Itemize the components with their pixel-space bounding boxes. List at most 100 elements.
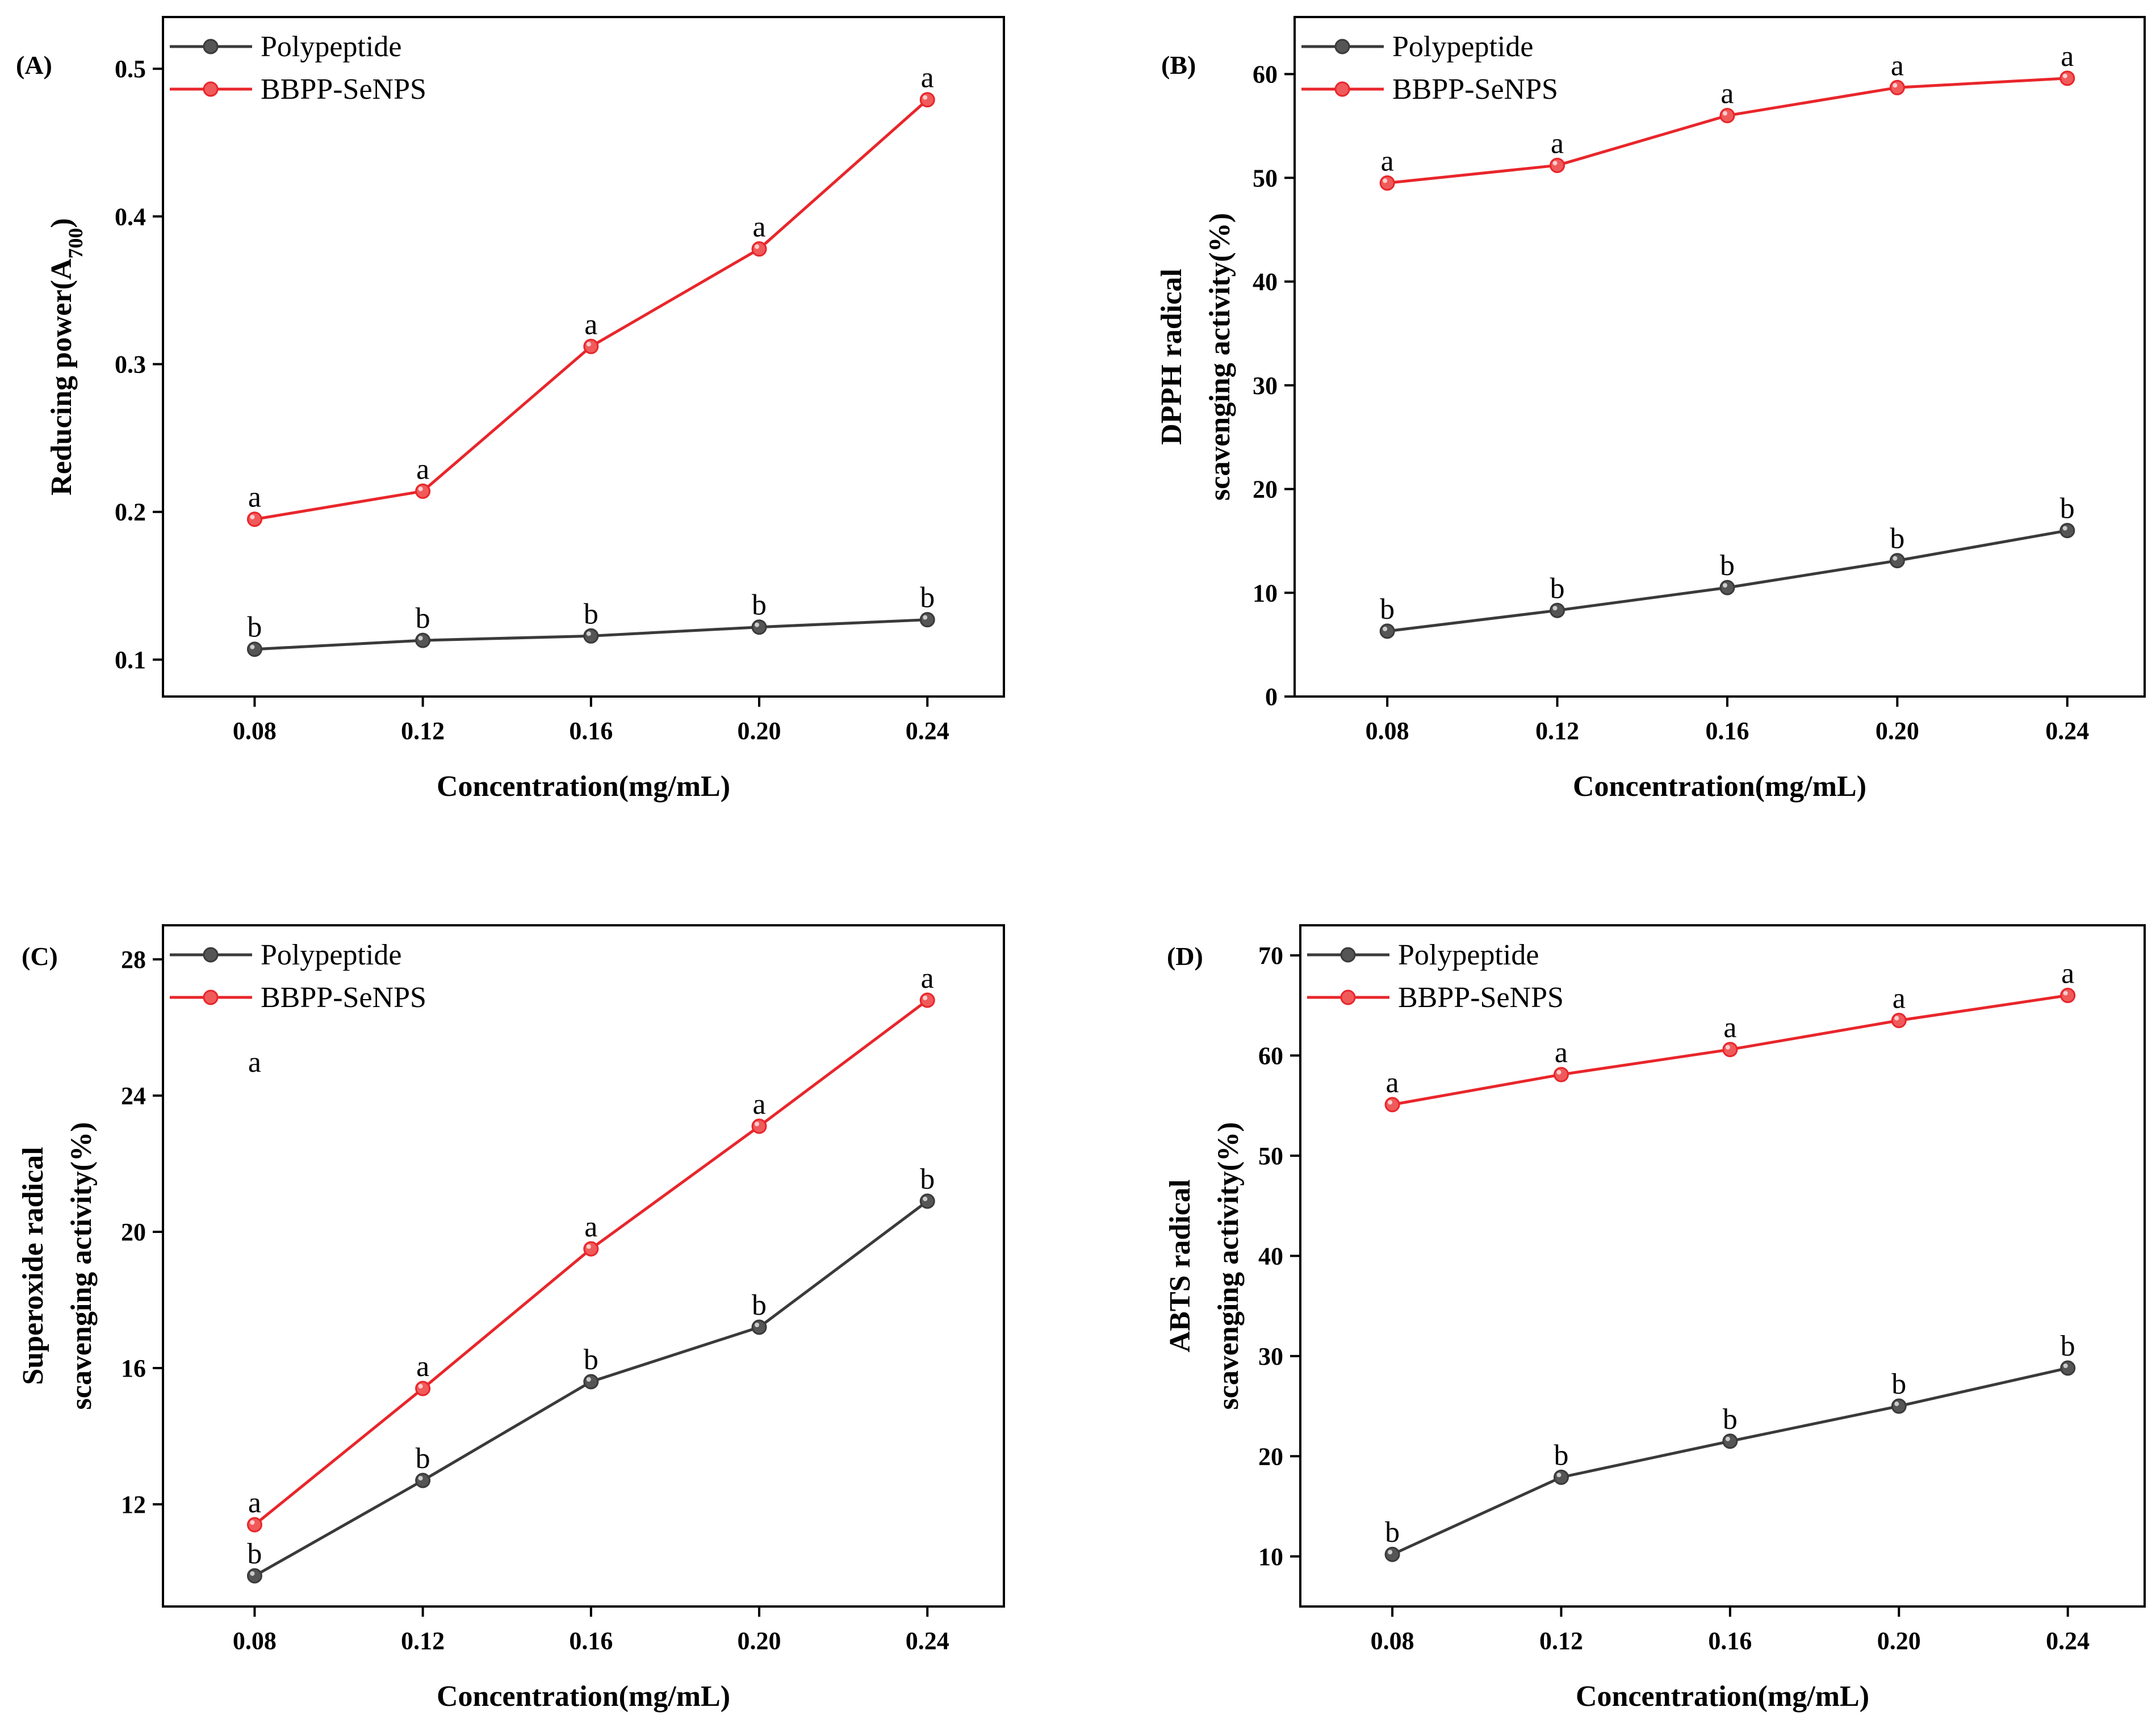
y-tick-label: 0.1	[115, 646, 146, 674]
data-point-highlight	[923, 615, 928, 620]
data-point	[415, 632, 431, 648]
significance-label: a	[921, 62, 934, 94]
y-tick-label: 0	[1265, 683, 1278, 711]
x-tick-label: 0.08	[1366, 717, 1409, 745]
data-point-highlight	[418, 1476, 423, 1480]
legend-label: BBPP-SeNPS	[1398, 981, 1564, 1014]
y-tick-label: 60	[1253, 61, 1278, 89]
data-point	[246, 511, 262, 527]
y-tick-label: 0.5	[115, 55, 146, 83]
data-point	[919, 1193, 935, 1209]
data-point	[1722, 1433, 1738, 1449]
data-point-highlight	[1383, 626, 1388, 631]
data-point-highlight	[1556, 1473, 1561, 1478]
significance-label: b	[2061, 1330, 2075, 1362]
x-axis-title: Concentration(mg/mL)	[1576, 1680, 1869, 1713]
data-point-highlight	[2063, 991, 2068, 996]
significance-label: b	[1720, 550, 1735, 582]
plot-frame	[1293, 16, 2146, 698]
x-tick-label: 0.20	[1875, 717, 1919, 745]
significance-label: a	[1891, 49, 1904, 82]
x-tick-label: 0.16	[569, 1627, 613, 1655]
y-axis-title: Reducing power(A700)	[45, 218, 87, 496]
data-point-highlight	[1725, 1045, 1730, 1050]
significance-label: a	[752, 211, 765, 244]
y-tick-label: 10	[1258, 1543, 1283, 1571]
x-axis-title: Concentration(mg/mL)	[437, 770, 730, 803]
legend-item-bbpp-senps: BBPP-SeNPS	[170, 73, 426, 106]
x-tick-label: 0.12	[1535, 717, 1579, 745]
x-tick-label: 0.12	[401, 1627, 445, 1655]
panel-label: (D)	[1167, 942, 1203, 971]
data-point-highlight	[586, 342, 591, 347]
y-tick-label: 10	[1253, 579, 1278, 607]
data-point	[751, 1319, 767, 1335]
legend-marker	[1340, 947, 1356, 963]
legend-marker	[1340, 989, 1356, 1005]
x-tick-label: 0.12	[401, 717, 445, 745]
legend-label: BBPP-SeNPS	[1392, 73, 1558, 106]
data-point	[415, 483, 431, 499]
chart-panel-d: (D) 0.08 0.12 0.16 0.20 0.24 10 20 30 40 50 60 70 Con…	[1164, 924, 2146, 1713]
x-tick-label: 0.08	[1371, 1627, 1414, 1655]
data-point	[583, 1374, 599, 1390]
data-point	[1719, 108, 1735, 124]
significance-label: a	[1720, 78, 1734, 110]
significance-label: b	[1550, 572, 1565, 605]
legend-item-polypeptide: Polypeptide	[1301, 31, 1533, 63]
y-axis-title-line-2: scavenging activity(%)	[1212, 1122, 1245, 1410]
data-point	[1384, 1097, 1400, 1113]
significance-label: a	[584, 308, 597, 341]
y-tick-label: 20	[1258, 1442, 1283, 1470]
data-point-highlight	[755, 622, 760, 627]
significance-label: b	[752, 589, 767, 622]
significance-label: b	[1554, 1439, 1568, 1471]
x-axis-title: Concentration(mg/mL)	[1573, 770, 1866, 803]
y-tick-label: 50	[1258, 1142, 1283, 1170]
data-point	[1384, 1546, 1400, 1562]
data-point	[1889, 553, 1905, 569]
significance-label: a	[1555, 1037, 1568, 1069]
y-tick-label: 30	[1253, 372, 1278, 400]
data-point-highlight	[1893, 83, 1898, 88]
legend-label: Polypeptide	[261, 939, 401, 971]
y-axis-title-subscript: 700	[64, 228, 87, 258]
data-point	[1553, 1469, 1569, 1485]
data-point	[919, 992, 935, 1008]
x-tick-label: 0.20	[738, 1627, 781, 1655]
significance-label: a	[1551, 127, 1564, 160]
data-point-highlight	[755, 1323, 760, 1327]
y-tick-label: 70	[1258, 942, 1283, 970]
significance-label: a	[1893, 983, 1906, 1015]
significance-label: a	[248, 481, 261, 514]
data-point	[919, 92, 935, 108]
data-point-highlight	[418, 1384, 423, 1389]
significance-label: b	[1723, 1403, 1738, 1436]
legend-marker	[203, 81, 219, 97]
legend-item-bbpp-senps: BBPP-SeNPS	[170, 981, 426, 1014]
y-tick-label: 24	[121, 1082, 146, 1110]
significance-label: b	[416, 1442, 430, 1475]
data-point-highlight	[250, 1520, 255, 1525]
data-point-highlight	[1894, 1402, 1899, 1407]
data-point-highlight	[586, 1377, 591, 1382]
significance-label: b	[920, 582, 935, 614]
data-point-highlight	[2063, 1364, 2068, 1368]
y-axis-title-line-1: Superoxide radical	[17, 1147, 49, 1385]
x-tick-label: 0.16	[569, 717, 613, 745]
data-point-highlight	[923, 996, 928, 1000]
y-axis-title-main: Reducing power(A	[45, 258, 78, 496]
legend-marker	[203, 39, 219, 54]
significance-label: b	[1891, 1368, 1906, 1400]
significance-label: a	[1386, 1067, 1399, 1099]
legend-label: Polypeptide	[1392, 31, 1533, 63]
chart-panel-a: (A) 0.08 0.12 0.16 0.20 0.24 0.1 0.2 0.3 0.4 0.5 Co…	[16, 16, 1005, 803]
data-point	[583, 628, 599, 644]
significance-label: a	[416, 453, 429, 485]
significance-label: a	[1381, 145, 1394, 177]
data-point-highlight	[418, 486, 423, 492]
y-axis-title-line-1: ABTS radical	[1164, 1180, 1196, 1353]
legend-marker	[203, 989, 219, 1005]
legend-marker	[1334, 81, 1350, 97]
significance-label: a	[248, 1487, 261, 1519]
